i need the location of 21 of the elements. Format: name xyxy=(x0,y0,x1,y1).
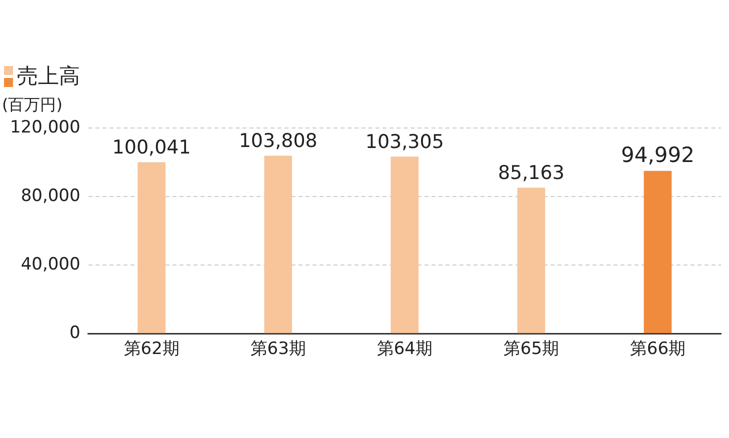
bar xyxy=(517,188,546,334)
y-axis-title: (百万円) xyxy=(2,95,62,116)
legend-label: 売上高 xyxy=(17,63,80,90)
y-tick-label: 80,000 xyxy=(20,186,80,206)
bar xyxy=(138,162,166,334)
y-tick-label: 40,000 xyxy=(20,254,80,274)
y-tick-label: 0 xyxy=(69,323,80,344)
x-tick-label: 第64期 xyxy=(376,339,432,360)
x-tick-label: 第66期 xyxy=(630,339,686,360)
bar xyxy=(264,156,292,334)
data-label: 94,992 xyxy=(620,142,694,167)
data-label: 100,041 xyxy=(112,136,191,159)
bar xyxy=(644,170,672,334)
data-label: 85,163 xyxy=(498,162,564,184)
bar xyxy=(390,156,419,334)
x-tick-label: 第62期 xyxy=(124,339,180,360)
data-label: 103,305 xyxy=(365,131,444,154)
y-tick-label: 120,000 xyxy=(10,117,80,138)
x-tick-label: 第65期 xyxy=(503,339,560,360)
x-tick-label: 第63期 xyxy=(250,339,306,360)
data-label: 103,808 xyxy=(238,130,318,152)
